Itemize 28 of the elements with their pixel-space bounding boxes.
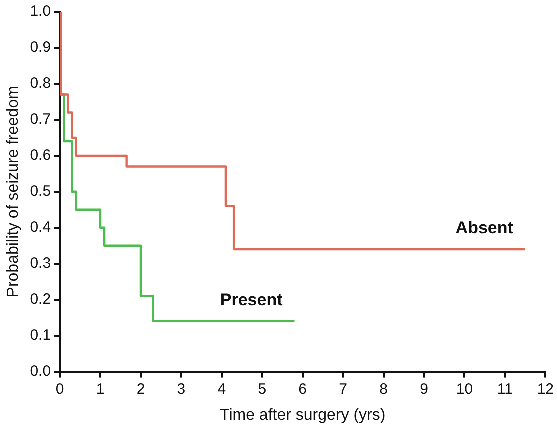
x-tick-label: 6 (298, 380, 308, 398)
series-label: Present (220, 290, 284, 310)
y-tick-label: 0.8 (30, 75, 52, 92)
x-axis-title: Time after surgery (yrs) (220, 406, 386, 424)
x-tick-label: 11 (497, 380, 513, 398)
x-tick-label: 8 (380, 380, 388, 398)
x-tick-label: 4 (218, 380, 226, 398)
y-axis-title: Probability of seizure freedom (5, 86, 22, 298)
x-tick-label: 10 (456, 380, 474, 398)
y-tick-label: 0.6 (30, 147, 52, 164)
x-tick-label: 12 (537, 380, 554, 398)
series-label: Absent (456, 218, 514, 238)
y-tick-label: 0.1 (30, 326, 52, 344)
x-tick-label: 3 (177, 380, 186, 398)
y-tick-label: 0.4 (30, 219, 52, 236)
x-tick-label: 1 (96, 380, 105, 398)
x-tick-label: 9 (420, 380, 428, 398)
x-tick-label: 0 (56, 380, 64, 398)
y-tick-label: 0.7 (30, 111, 52, 128)
x-tick-label: 5 (258, 380, 267, 398)
y-tick-label: 0.9 (30, 39, 52, 56)
x-tick-label: 2 (136, 380, 146, 398)
x-tick-label: 7 (339, 380, 348, 398)
y-tick-label: 1.0 (30, 3, 52, 20)
y-tick-label: 0.0 (30, 362, 52, 380)
y-tick-label: 0.2 (30, 290, 52, 308)
y-tick-label: 0.3 (30, 255, 52, 272)
y-tick-label: 0.5 (30, 183, 52, 200)
